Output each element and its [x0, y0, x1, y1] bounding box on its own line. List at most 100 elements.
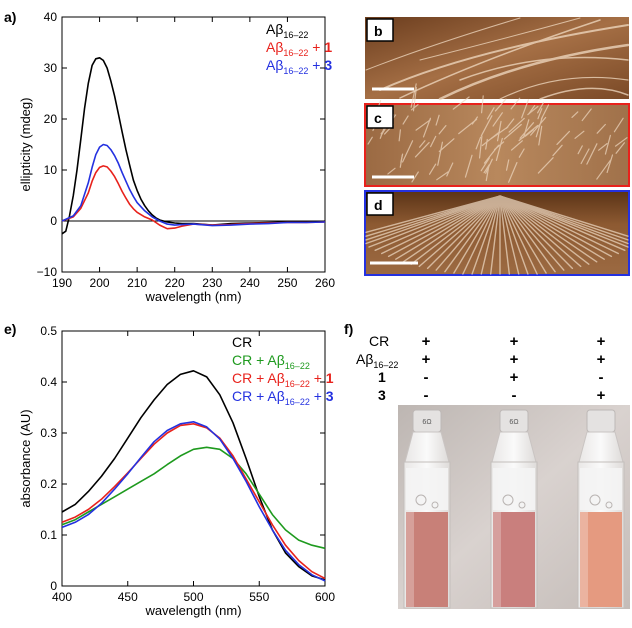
cuvette-cap-label: 6Ω — [422, 419, 431, 426]
x-tick-label: 230 — [202, 276, 222, 290]
legend-entry-2: Aβ16–22 + 3 — [266, 57, 332, 76]
condition-cell: + — [422, 333, 431, 350]
condition-cell: + — [597, 387, 606, 404]
y-tick-label: 0 — [50, 214, 57, 228]
condition-cell: - — [599, 369, 604, 386]
x-tick-label: 450 — [118, 590, 138, 604]
afm-image-d: d — [364, 190, 630, 276]
condition-cell: + — [597, 351, 606, 368]
row-label-text: Aβ — [356, 351, 373, 367]
y-tick-label: 0.4 — [40, 375, 57, 389]
y-tick-label: 10 — [44, 163, 58, 177]
cuvette-cap-label: 6Ω — [509, 419, 518, 426]
condition-cell: - — [424, 387, 429, 404]
series-line-1 — [61, 165, 326, 230]
legend-plus: + — [308, 57, 324, 73]
y-tick-label: 30 — [44, 61, 58, 75]
legend-entry-0: CR — [232, 334, 252, 350]
legend-subscript: 16–22 — [283, 48, 308, 58]
condition-table: CR + + +Aβ16–22 + + +1- + -3- - + — [356, 333, 606, 404]
x-tick-label: 400 — [52, 590, 72, 604]
series-line-2 — [61, 143, 326, 227]
legend-base: Aβ — [266, 21, 283, 37]
panel-label-e: e) — [4, 321, 16, 337]
legend-base: CR — [232, 334, 252, 350]
row-label-text: 1 — [378, 369, 386, 385]
legend-entry-3: CR + Aβ16–22 + 3 — [232, 388, 334, 407]
cuvette-2: 6Ω — [490, 409, 538, 609]
condition-cell: - — [424, 369, 429, 386]
legend-subscript: 16–22 — [283, 66, 308, 76]
series-line-2 — [61, 423, 326, 580]
y-tick-label: 20 — [44, 112, 58, 126]
y-tick-label: 0 — [50, 579, 57, 593]
y-axis-label: absorbance (AU) — [18, 409, 33, 507]
condition-row-label: 1 — [378, 369, 386, 385]
legend-subscript: 16–22 — [283, 30, 308, 40]
plot-frame — [61, 16, 326, 273]
y-tick-label: 0.3 — [40, 426, 57, 440]
legend-compound-number: 1 — [326, 370, 334, 386]
x-tick-label: 500 — [183, 590, 203, 604]
x-axis-label: wavelength (nm) — [144, 603, 241, 618]
x-tick-label: 200 — [90, 276, 110, 290]
series-line-0 — [61, 370, 326, 581]
y-axis-label: ellipticity (mdeg) — [18, 98, 33, 192]
x-tick-label: 240 — [240, 276, 260, 290]
panel-label-f: f) — [344, 321, 353, 337]
x-tick-label: 220 — [165, 276, 185, 290]
x-axis-label: wavelength (nm) — [144, 289, 241, 304]
series-line-3 — [61, 421, 326, 582]
afm-label-c: c — [374, 110, 382, 126]
panel-label-a: a) — [4, 9, 16, 25]
afm-image-c: c — [364, 83, 630, 187]
cuvette-liquid — [406, 512, 448, 607]
legend-base: CR + Aβ — [232, 352, 285, 368]
legend-plus: + — [310, 388, 326, 404]
legend-entry-1: CR + Aβ16–22 — [232, 352, 310, 371]
x-tick-label: 550 — [249, 590, 269, 604]
x-tick-label: 600 — [315, 590, 335, 604]
cuvette-1: 6Ω — [403, 409, 451, 609]
legend-subscript: 16–22 — [285, 361, 310, 371]
legend-plus: + — [308, 39, 324, 55]
x-tick-label: 260 — [315, 276, 335, 290]
condition-cell: + — [422, 351, 431, 368]
afm-label-b: b — [374, 23, 383, 39]
y-tick-label: −10 — [37, 265, 58, 279]
row-label-text: 3 — [378, 387, 386, 403]
series-line-1 — [61, 446, 326, 550]
legend-base: Aβ — [266, 57, 283, 73]
condition-row-label: 3 — [378, 387, 386, 403]
x-tick-label: 250 — [277, 276, 297, 290]
legend-base: CR + Aβ — [232, 388, 285, 404]
legend-subscript: 16–22 — [285, 379, 310, 389]
condition-cell: + — [510, 351, 519, 368]
legend-plus: + — [310, 370, 326, 386]
condition-row-label: Aβ16–22 — [356, 351, 398, 370]
condition-cell: + — [597, 333, 606, 350]
row-label-text: CR — [369, 333, 389, 349]
cuvette-3 — [577, 409, 625, 609]
legend-compound-number: 3 — [326, 388, 334, 404]
legend-subscript: 16–22 — [285, 397, 310, 407]
cuvette-photo: 6Ω 6Ω — [398, 405, 630, 609]
afm-image-b: b — [365, 17, 630, 101]
legend-compound-number: 3 — [324, 57, 332, 73]
x-tick-label: 190 — [52, 276, 72, 290]
y-tick-label: 0.2 — [40, 477, 57, 491]
x-tick-label: 210 — [127, 276, 147, 290]
legend-entry-0: Aβ16–22 — [266, 21, 308, 40]
cuvette-liquid — [580, 512, 622, 607]
cuvette-liquid — [493, 512, 535, 607]
legend-compound-number: 1 — [324, 39, 332, 55]
condition-cell: + — [510, 333, 519, 350]
y-tick-label: 0.1 — [40, 528, 57, 542]
cd-spectrum-chart: 190 200 210 220 230 240 250 260 −10 0 10 20 30 40 wave… — [18, 10, 335, 304]
condition-cell: + — [510, 369, 519, 386]
absorbance-spectrum-chart: 400 450 500 550 600 0 0.1 0.2 0.3 0.4 0.5 wavelengt… — [18, 324, 335, 618]
legend-base: CR + Aβ — [232, 370, 285, 386]
legend-entry-1: Aβ16–22 + 1 — [266, 39, 332, 58]
condition-cell: - — [512, 387, 517, 404]
